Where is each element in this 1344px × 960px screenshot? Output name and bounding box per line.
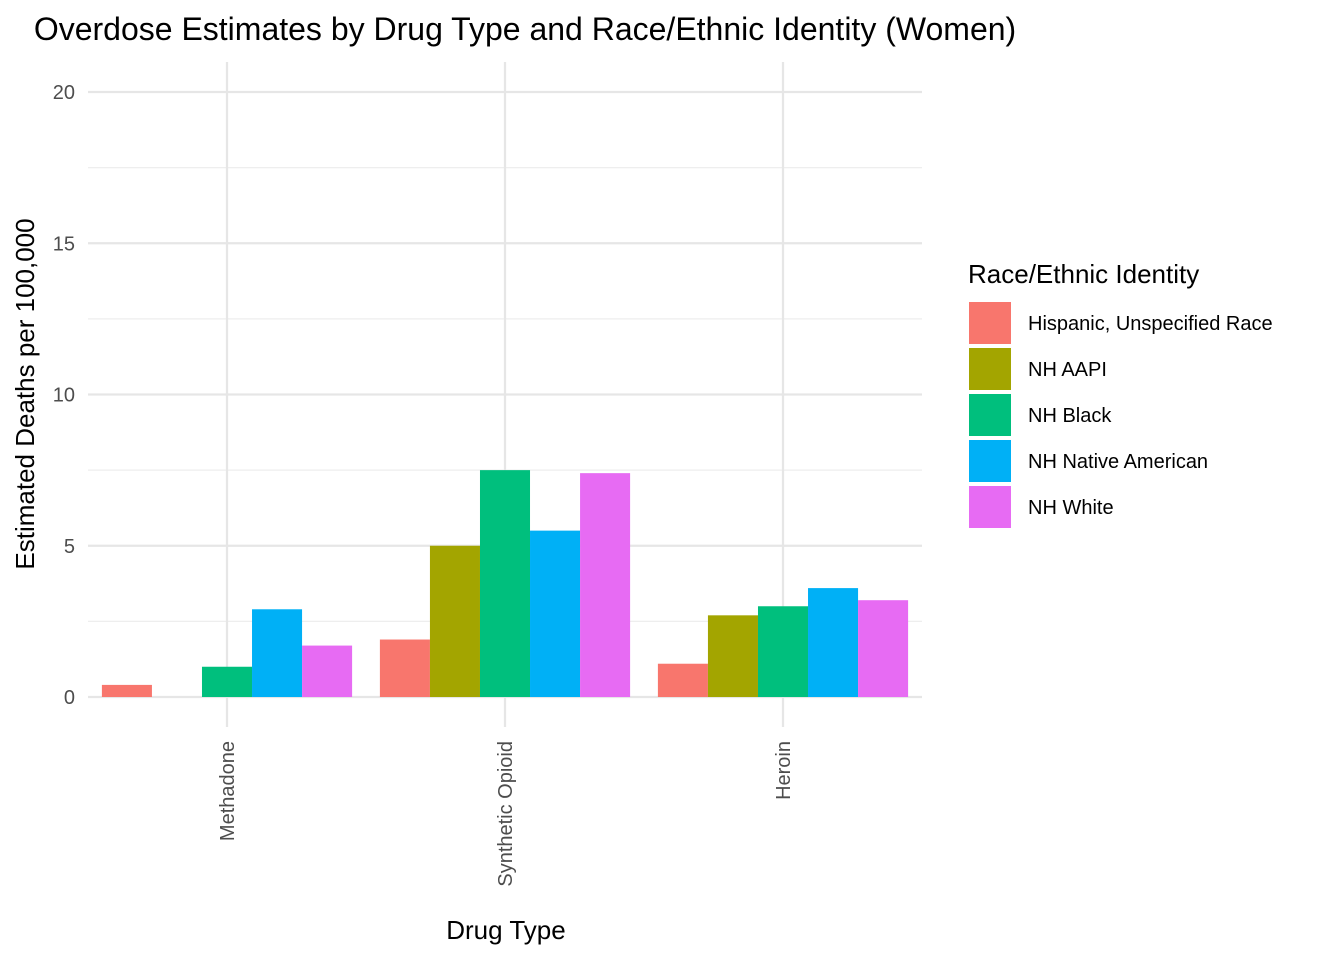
- legend-key: [969, 486, 1011, 528]
- bar: [808, 588, 859, 697]
- y-tick-label: 5: [64, 536, 75, 558]
- bar: [302, 645, 353, 697]
- bar: [858, 600, 909, 697]
- x-tick-label: Heroin: [773, 741, 795, 800]
- bar: [757, 606, 809, 697]
- x-axis-ticks: Methadone Synthetic Opioid Heroin: [217, 741, 795, 887]
- bar: [580, 473, 631, 697]
- bar: [201, 666, 253, 697]
- chart-title: Overdose Estimates by Drug Type and Race…: [34, 11, 1016, 47]
- y-axis-ticks: 0 5 10 15 20: [53, 82, 75, 709]
- x-axis-title: Drug Type: [446, 915, 565, 945]
- legend-key: [969, 302, 1011, 344]
- bar: [252, 609, 303, 697]
- bar: [657, 663, 708, 697]
- bar: [101, 684, 152, 697]
- legend-label: Hispanic, Unspecified Race: [1028, 313, 1273, 335]
- legend-label: NH AAPI: [1028, 359, 1107, 381]
- y-tick-label: 10: [53, 385, 75, 407]
- bar: [530, 530, 581, 697]
- y-tick-label: 20: [53, 82, 75, 104]
- legend-label: NH Black: [1028, 405, 1112, 427]
- x-tick-label: Synthetic Opioid: [495, 741, 517, 887]
- legend-key: [969, 394, 1011, 436]
- bars: [101, 470, 909, 697]
- y-tick-label: 15: [53, 233, 75, 255]
- bar: [707, 615, 758, 697]
- y-axis-title: Estimated Deaths per 100,000: [10, 218, 40, 569]
- legend-items: Hispanic, Unspecified Race NH AAPI NH Blac…: [969, 302, 1273, 528]
- legend-title: Race/Ethnic Identity: [968, 259, 1199, 289]
- bar: [379, 639, 430, 697]
- legend-label: NH Native American: [1028, 451, 1208, 473]
- legend: Race/Ethnic Identity Hispanic, Unspecifi…: [968, 259, 1273, 528]
- bar: [479, 470, 531, 697]
- x-tick-label: Methadone: [217, 741, 239, 841]
- legend-label: NH White: [1028, 497, 1114, 519]
- legend-key: [969, 440, 1011, 482]
- legend-key: [969, 348, 1011, 390]
- bar: [429, 545, 480, 697]
- y-tick-label: 0: [64, 687, 75, 709]
